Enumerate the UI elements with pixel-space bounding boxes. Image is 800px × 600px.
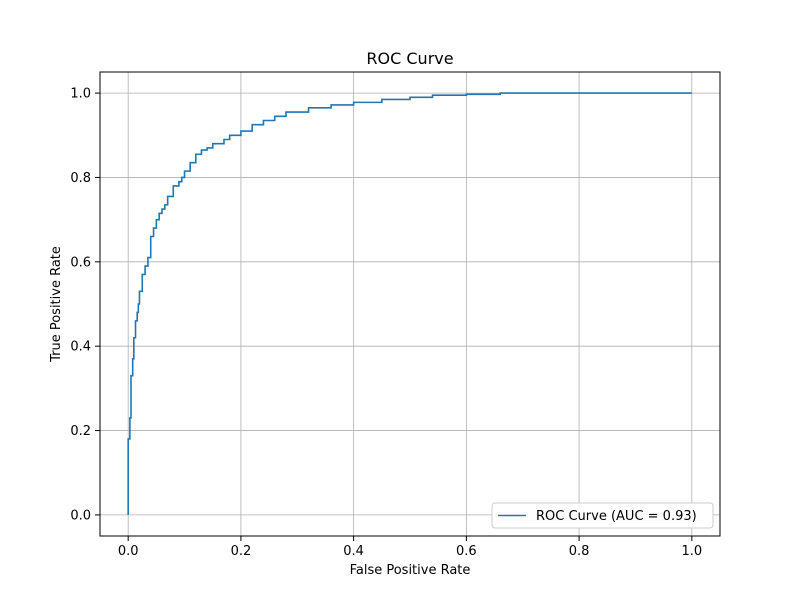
grid: [100, 72, 720, 536]
y-axis-label: True Positive Rate: [49, 246, 64, 363]
x-axis: 0.0 0.2 0.4 0.6 0.8 1.0: [118, 536, 702, 559]
y-tick-label: 0.4: [70, 340, 91, 355]
y-tick-label: 0.2: [70, 424, 91, 439]
x-tick-label: 0.0: [118, 544, 139, 559]
roc-curve-line: [127, 92, 692, 515]
x-tick-label: 1.0: [681, 544, 702, 559]
y-axis: 0.0 0.2 0.4 0.6 0.8 1.0: [70, 87, 100, 523]
legend: ROC Curve (AUC = 0.93): [491, 502, 714, 529]
legend-box: [491, 502, 714, 529]
plot-frame: [99, 71, 721, 537]
series-layer: [127, 92, 692, 515]
legend-entry-label: ROC Curve (AUC = 0.93): [536, 509, 697, 524]
x-tick-label: 0.6: [456, 544, 477, 559]
x-axis-label: False Positive Rate: [350, 563, 471, 578]
y-tick-label: 0.8: [70, 171, 91, 186]
x-tick-label: 0.4: [343, 544, 364, 559]
y-tick-label: 1.0: [70, 87, 91, 102]
chart-title: ROC Curve: [366, 49, 453, 68]
x-tick-label: 0.2: [231, 544, 252, 559]
plot-area: [100, 72, 720, 536]
y-tick-label: 0.0: [70, 508, 91, 523]
x-tick-label: 0.8: [569, 544, 590, 559]
y-tick-label: 0.6: [70, 255, 91, 270]
